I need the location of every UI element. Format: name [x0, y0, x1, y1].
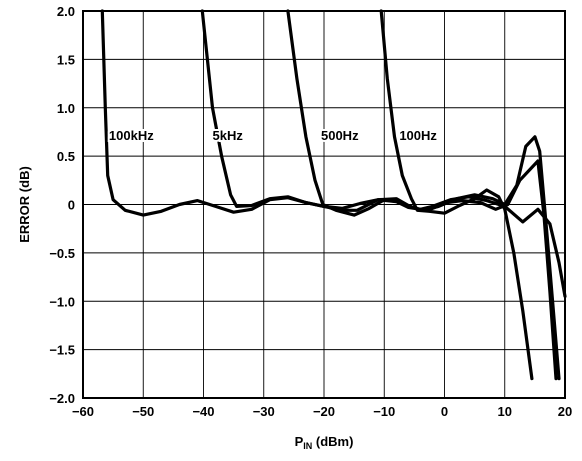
x-tick-label: −20: [313, 404, 335, 419]
y-tick-label: 0: [68, 198, 75, 213]
x-axis-title-unit: (dBm): [312, 434, 353, 449]
y-tick-label: −1.5: [49, 343, 75, 358]
x-tick-label: −40: [192, 404, 214, 419]
series-label-500hz: 500Hz: [321, 128, 359, 143]
y-tick-label: −0.5: [49, 246, 75, 261]
series-line-5khz: [200, 9, 561, 381]
x-tick-label: 0: [441, 404, 448, 419]
x-tick-label: 10: [498, 404, 512, 419]
series-line-100khz: [100, 9, 567, 298]
x-tick-label: −50: [132, 404, 154, 419]
series-label-100khz: 100kHz: [109, 128, 154, 143]
series-labels: 100kHz 5kHz 500Hz 100Hz: [107, 126, 439, 145]
x-tick-label: −60: [72, 404, 94, 419]
x-tick-label: 20: [558, 404, 572, 419]
y-axis-title: ERROR (dB): [17, 166, 32, 243]
x-axis-title: PIN (dBm): [295, 434, 354, 451]
x-axis-title-subscript: IN: [303, 441, 312, 451]
y-tick-label: 1.5: [57, 52, 75, 67]
plot-frame: [82, 10, 566, 399]
series-label-100hz: 100Hz: [399, 128, 437, 143]
x-tick-label: −10: [373, 404, 395, 419]
tick-labels: −60 −50 −40 −30 −20 −10 0 10 20 2.0 1.5 1.0 0.5 0 −0.5…: [49, 4, 572, 419]
y-tick-label: −2.0: [49, 391, 75, 406]
y-tick-label: 0.5: [57, 149, 75, 164]
series-lines: [100, 9, 567, 381]
x-tick-label: −30: [253, 404, 275, 419]
series-label-5khz: 5kHz: [213, 128, 244, 143]
series-line-100hz: [379, 9, 534, 381]
y-tick-label: 1.0: [57, 101, 75, 116]
series-line-500hz: [286, 9, 558, 381]
y-tick-label: −1.0: [49, 294, 75, 309]
y-tick-label: 2.0: [57, 4, 75, 19]
x-axis-title-main: P: [295, 434, 304, 449]
